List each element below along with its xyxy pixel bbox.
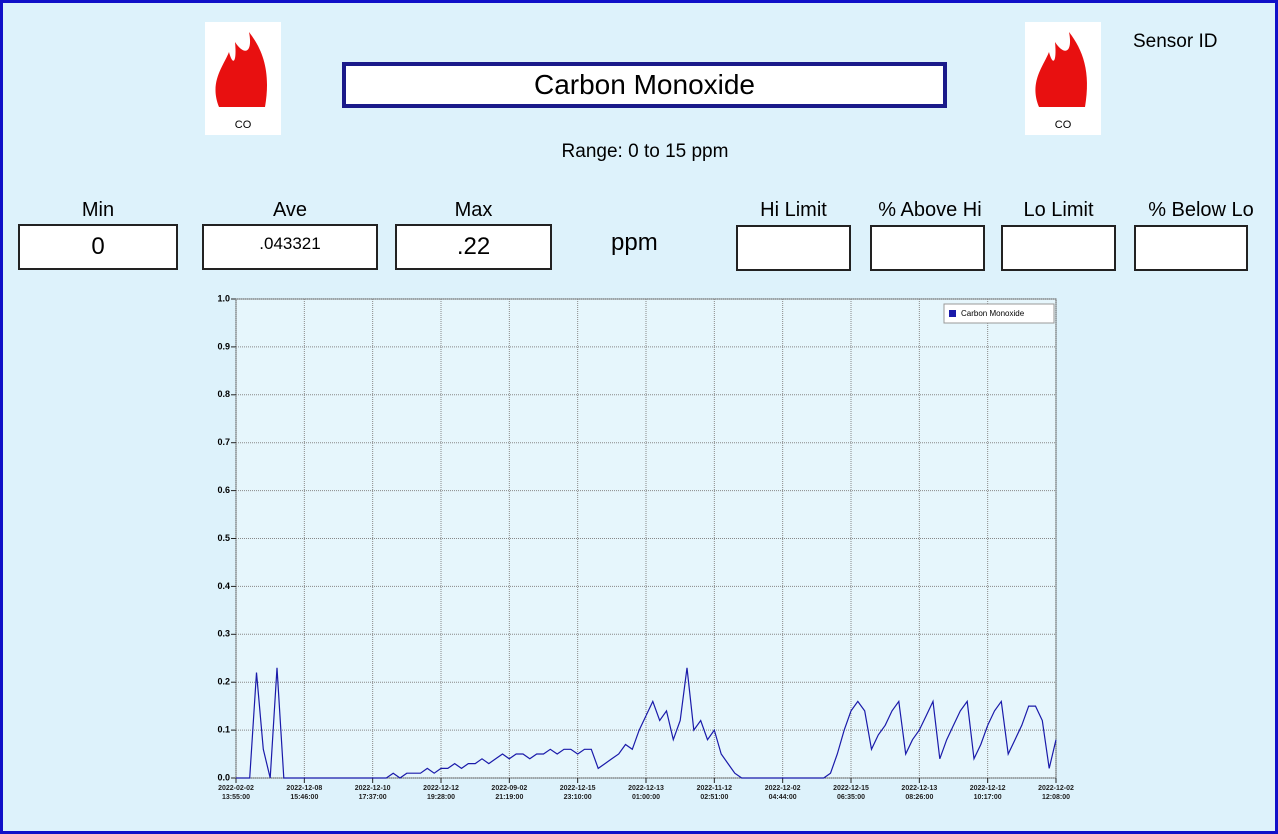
x-tick-label: 2022-12-15 23:10:00	[559, 785, 596, 801]
x-tick-label: 2022-12-12 19:28:00	[423, 785, 459, 801]
y-tick-label: 0.7	[217, 437, 230, 447]
y-tick-label: 0.5	[217, 533, 230, 543]
icon-label: CO	[235, 119, 252, 131]
legend-box	[943, 303, 1055, 324]
y-tick-label: 0.0	[217, 772, 230, 782]
x-tick-label: 2022-11-12 02:51:00	[696, 785, 733, 801]
x-tick-label: 2022-12-02 04:44:00	[764, 785, 801, 801]
y-tick-label: 1.0	[217, 293, 230, 303]
data-line	[236, 667, 1057, 779]
flame-icon: CO	[205, 22, 281, 135]
y-tick-label: 0.2	[217, 677, 230, 687]
title: Carbon Monoxide	[342, 62, 947, 108]
x-tick-label: 2022-12-15 06:35:00	[833, 785, 869, 801]
below-lo-box	[1134, 225, 1248, 271]
icon-label: CO	[1055, 119, 1072, 131]
flame-icon: CO	[1025, 22, 1101, 135]
x-tick-label: 2022-09-02 21:19:00	[491, 785, 528, 801]
unit: ppm	[611, 229, 658, 256]
max-value: .22	[395, 224, 552, 270]
y-tick-label: 0.8	[217, 389, 230, 399]
x-tick-label: 2022-12-12 10:17:00	[969, 785, 1006, 801]
max-label: Max	[454, 199, 493, 221]
legend-swatch	[949, 310, 956, 317]
min-label: Min	[81, 199, 115, 221]
sensor-id: Sensor ID	[1133, 31, 1218, 52]
above-hi-label: % Above Hi	[878, 199, 982, 221]
min-value: 0	[18, 224, 178, 270]
x-tick-label: 2022-12-13 01:00:00	[628, 785, 664, 801]
x-tick-label: 2022-12-10 17:37:00	[354, 785, 391, 801]
chart: 0.0 0.1 0.2 0.3 0.4 0.5 0.6 0.7 0.8 0.9 1.0 Carbon …	[217, 293, 1057, 783]
legend-label: Carbon Monoxide	[961, 309, 1025, 318]
y-tick-label: 0.9	[217, 341, 230, 351]
x-tick-label: 2022-12-08 15:46:00	[286, 785, 323, 801]
below-lo-label: % Below Lo	[1148, 199, 1254, 221]
above-hi-box	[870, 225, 985, 271]
ave-value: .043321	[202, 224, 378, 270]
x-tick-label: 2022-12-13 08:26:00	[901, 785, 938, 801]
hi-limit-label: Hi Limit	[760, 199, 827, 221]
hi-limit-box	[736, 225, 851, 271]
x-tick-label: 2022-12-02 12:08:00	[1038, 785, 1074, 801]
range: Range: 0 to 15 ppm	[561, 141, 729, 162]
y-tick-label: 0.4	[217, 581, 230, 591]
ave-label: Ave	[272, 199, 308, 221]
x-tick-label: 2022-02-02 13:55:00	[218, 785, 254, 801]
y-tick-label: 0.1	[217, 724, 230, 734]
lo-limit-box	[1001, 225, 1116, 271]
lo-limit-label: Lo Limit	[1023, 199, 1094, 221]
y-tick-label: 0.3	[217, 629, 230, 639]
y-tick-label: 0.6	[217, 485, 230, 495]
